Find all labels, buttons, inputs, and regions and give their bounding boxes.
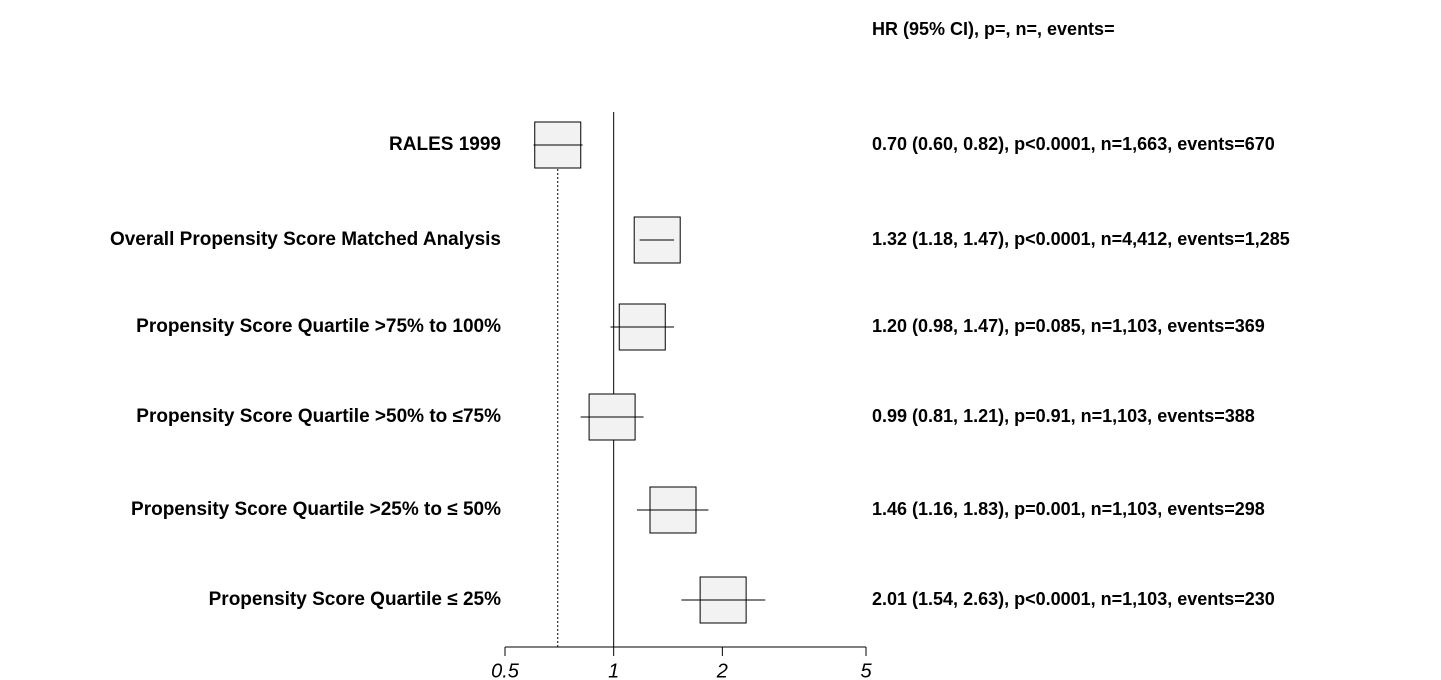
row-annotation: 1.20 (0.98, 1.47), p=0.085, n=1,103, eve…	[872, 316, 1265, 336]
x-tick-label: 2	[716, 660, 728, 680]
row-annotation: 0.70 (0.60, 0.82), p<0.0001, n=1,663, ev…	[872, 134, 1275, 154]
x-tick-label: 1	[608, 660, 619, 680]
row-label: Overall Propensity Score Matched Analysi…	[110, 229, 501, 250]
row-annotation: 1.46 (1.16, 1.83), p=0.001, n=1,103, eve…	[872, 499, 1265, 519]
row-label: Propensity Score Quartile ≤ 25%	[209, 589, 501, 610]
row-label: Propensity Score Quartile >50% to ≤75%	[136, 406, 501, 427]
row-annotation: 0.99 (0.81, 1.21), p=0.91, n=1,103, even…	[872, 406, 1255, 426]
row-annotation: 2.01 (1.54, 2.63), p<0.0001, n=1,103, ev…	[872, 589, 1275, 609]
row-label: RALES 1999	[389, 134, 501, 155]
row-annotation: 1.32 (1.18, 1.47), p<0.0001, n=4,412, ev…	[872, 229, 1290, 249]
row-label: Propensity Score Quartile >25% to ≤ 50%	[131, 499, 501, 520]
row-label: Propensity Score Quartile >75% to 100%	[136, 316, 501, 337]
x-tick-label: 5	[860, 660, 872, 680]
column-header: HR (95% CI), p=, n=, events=	[872, 19, 1115, 39]
x-tick-label: 0.5	[491, 660, 520, 680]
